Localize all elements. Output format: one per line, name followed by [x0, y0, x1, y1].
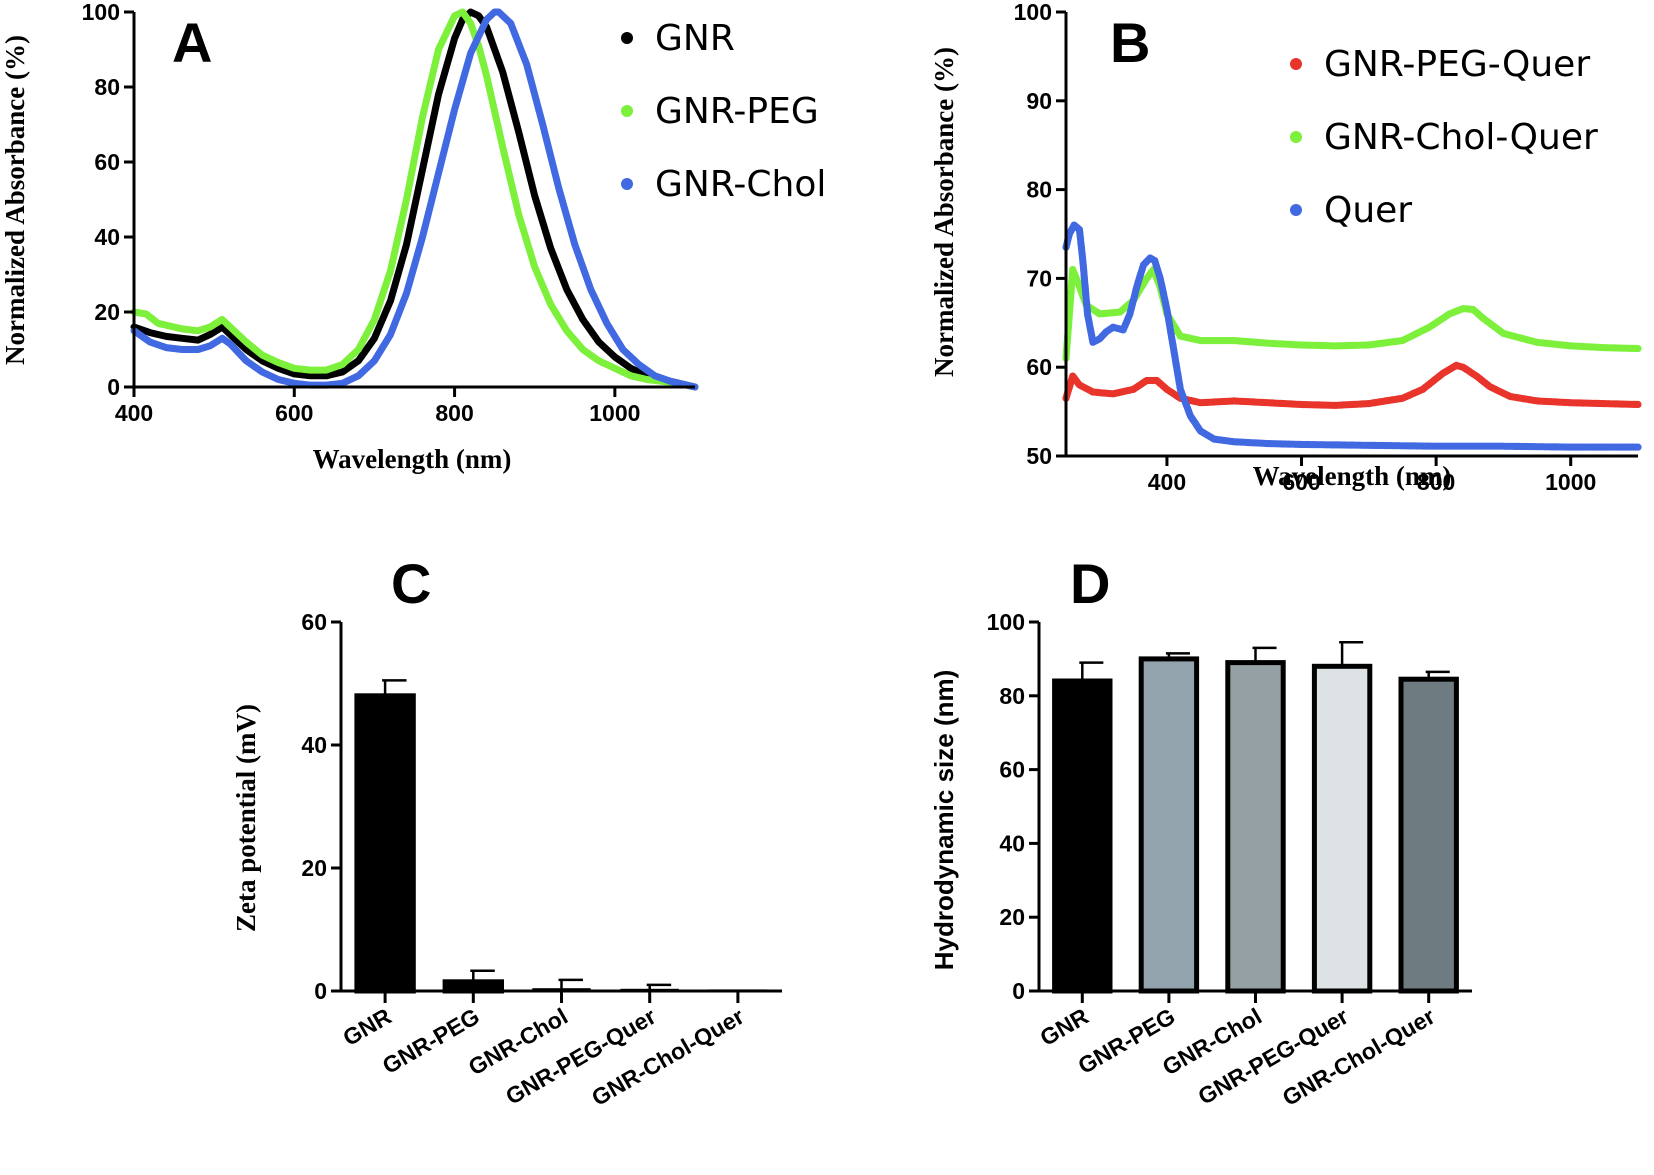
panel-d-y-tick-label: 40	[999, 830, 1025, 856]
panel-a-legend-label: GNR-PEG	[655, 91, 819, 132]
panel-c-category-label: GNR-PEG-Quer	[501, 1003, 660, 1110]
panel-d-bar-gnr-peg	[1138, 656, 1200, 994]
panel-b-legend-label: GNR-PEG-Quer	[1324, 44, 1590, 85]
panel-a-y-tick-label: 80	[94, 74, 120, 100]
panel-d-bar-gnr	[1052, 678, 1113, 994]
panel-b-series-points-0	[1062, 361, 1642, 409]
panel-b-legend-marker	[1290, 131, 1302, 143]
panel-d-y-tick-label: 0	[1012, 978, 1025, 1004]
panel-a-legend-label: GNR-Chol	[655, 164, 826, 205]
panel-d-bars	[1052, 641, 1459, 994]
panel-a-series	[130, 8, 699, 391]
panel-b-legend-label: Quer	[1324, 190, 1412, 231]
panel-d-bar-gnr-peg-quer	[1311, 663, 1373, 994]
panel-a-legend-marker	[621, 105, 633, 117]
panel-a-x-tick-label: 600	[275, 400, 313, 426]
panel-a-series-line-0	[130, 8, 699, 391]
panel-c-y-tick-label: 60	[301, 609, 327, 635]
panel-c-y-tick-label: 20	[301, 855, 327, 881]
panel-b-x-tick-label: 400	[1148, 469, 1186, 495]
panel-d-letter: D	[1070, 552, 1110, 615]
panel-a-legend: GNR GNR-PEG GNR-Chol	[621, 18, 826, 205]
panel-b-data-point	[1634, 443, 1642, 451]
panel-d-y-tick-label: 100	[987, 609, 1025, 635]
panel-d-bar-gnr-chol	[1225, 660, 1286, 994]
panel-a-legend-marker	[621, 32, 633, 44]
panel-a-x-tick-label: 1000	[589, 400, 640, 426]
panel-d-category-label: GNR-Chol-Quer	[1278, 1003, 1439, 1111]
panel-d-y-tick-label: 80	[999, 683, 1025, 709]
panel-b-y-axis-title: Normalized Absorbance (%)	[929, 47, 959, 377]
panel-b-y-tick-label: 60	[1026, 354, 1052, 380]
panel-b-legend: GNR-PEG-Quer GNR-Chol-Quer Quer	[1290, 44, 1598, 231]
panel-b-y-tick-label: 50	[1026, 443, 1052, 469]
panel-c-bars	[354, 679, 768, 994]
panel-b-legend-marker	[1290, 204, 1302, 216]
panel-b-series-points-1	[1062, 265, 1642, 362]
panel-a: A GNR GNR-PEG GNR-Chol 0 20 40 60 80 100 400 600 8…	[0, 0, 826, 474]
panel-a-x-tick-label: 400	[115, 400, 153, 426]
panel-c-bar-gnr	[354, 693, 416, 994]
panel-a-y-tick-label: 20	[94, 299, 120, 325]
panel-c-category-label: GNR-PEG	[378, 1003, 484, 1079]
panel-a-y-tick-label: 0	[107, 374, 120, 400]
panel-b-data-point	[1634, 400, 1642, 409]
panel-d: D GNRGNR-PEGGNR-CholGNR-PEG-QuerGNR-Chol…	[929, 552, 1472, 1111]
panel-a-x-axis-title: Wavelength (nm)	[313, 444, 512, 474]
panel-d-y-tick-label: 20	[999, 904, 1025, 930]
panel-c-category-label: GNR-Chol-Quer	[587, 1003, 748, 1111]
panel-b: B GNR-PEG-Quer GNR-Chol-Quer Quer 50 60 70 80…	[929, 0, 1642, 495]
panel-a-y-tick-label: 100	[82, 0, 120, 25]
panel-b-x-axis-title: Wavelength (nm)	[1253, 461, 1452, 491]
panel-a-series-line-1	[130, 8, 699, 391]
panel-b-legend-label: GNR-Chol-Quer	[1324, 117, 1598, 158]
panel-b-series	[1062, 221, 1642, 451]
panel-b-y-tick-label: 90	[1026, 88, 1052, 114]
panel-b-y-tick-label: 70	[1026, 265, 1052, 291]
panel-d-y-tick-label: 60	[999, 757, 1025, 783]
panel-a-axes: 0 20 40 60 80 100 400 600 800 1000	[82, 0, 695, 426]
panel-a-legend-label: GNR	[655, 18, 735, 59]
panel-d-category-label: GNR	[1036, 1003, 1094, 1051]
panel-b-x-tick-label: 1000	[1545, 469, 1596, 495]
panel-c: C GNRGNR-PEGGNR-CholGNR-PEG-QuerGNR-Chol…	[231, 552, 782, 1111]
panel-c-letter: C	[391, 552, 431, 615]
panel-b-legend-marker	[1290, 58, 1302, 70]
panel-b-data-point	[1634, 344, 1642, 353]
panel-a-legend-marker	[621, 178, 633, 190]
panel-c-y-axis-title: Zeta potential (mV)	[231, 704, 261, 932]
panel-a-y-tick-label: 40	[94, 224, 120, 250]
panel-c-category-label: GNR	[338, 1003, 396, 1051]
panel-b-y-tick-label: 80	[1026, 177, 1052, 203]
panel-b-letter: B	[1110, 11, 1150, 74]
panel-a-y-tick-label: 60	[94, 149, 120, 175]
panel-b-x-tick-label: 600	[1282, 469, 1320, 495]
panel-b-axes: 50 60 70 80 90 100 400 600 800 1000	[1014, 0, 1638, 495]
panel-a-letter: A	[172, 11, 212, 74]
panel-b-series-points-2	[1062, 221, 1642, 451]
panel-c-y-tick-label: 0	[314, 978, 327, 1004]
panel-a-y-axis-title: Normalized Absorbance (%)	[0, 35, 30, 365]
panel-a-series-line-2	[130, 8, 699, 391]
panel-c-y-tick-label: 40	[301, 732, 327, 758]
panel-d-bar-gnr-chol-quer	[1398, 676, 1459, 994]
panel-d-category-label: GNR-PEG-Quer	[1194, 1003, 1353, 1110]
panel-a-x-tick-label: 800	[435, 400, 473, 426]
panel-b-x-tick-label: 800	[1417, 469, 1455, 495]
panel-b-y-tick-label: 100	[1014, 0, 1052, 25]
panel-d-y-axis-title: Hydrodynamic size (nm)	[929, 670, 959, 971]
